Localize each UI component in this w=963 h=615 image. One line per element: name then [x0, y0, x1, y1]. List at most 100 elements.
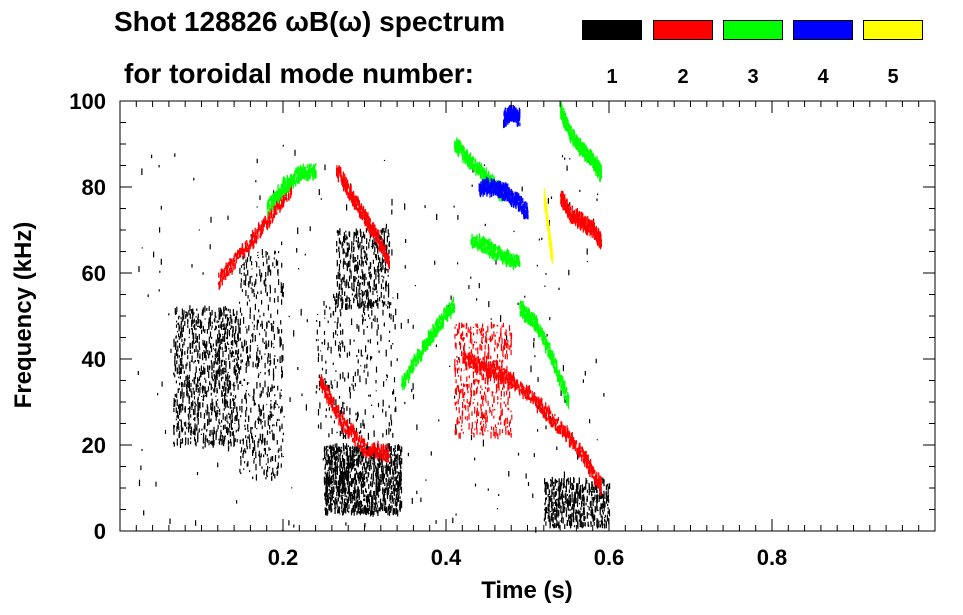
spectral-point: [189, 407, 191, 410]
spectral-point: [387, 487, 390, 494]
spectral-point: [387, 479, 389, 487]
spectral-point: [349, 255, 351, 260]
spectral-point: [450, 295, 452, 300]
spectral-point: [503, 338, 506, 346]
spectral-point: [333, 397, 335, 405]
spectral-point: [351, 250, 353, 253]
spectral-point: [378, 494, 380, 498]
spectral-point: [327, 320, 329, 324]
spectral-point: [364, 443, 366, 446]
spectral-point: [363, 215, 365, 217]
spectral-point: [263, 454, 265, 458]
spectral-point: [362, 301, 364, 306]
spectral-point: [271, 384, 273, 392]
spectral-point: [345, 230, 347, 233]
spectral-point: [563, 471, 565, 479]
spectral-point: [275, 198, 278, 208]
spectral-point: [456, 360, 458, 362]
spectral-point: [343, 267, 345, 269]
spectral-point: [226, 401, 229, 407]
spectral-point: [245, 390, 247, 392]
spectral-point: [309, 226, 311, 232]
spectral-point: [330, 313, 332, 318]
spectral-point: [344, 473, 346, 480]
spectral-point: [389, 330, 391, 333]
spectral-point: [371, 443, 373, 452]
spectral-point: [337, 272, 339, 275]
spectral-point: [258, 438, 260, 444]
spectral-point: [340, 446, 342, 449]
spectral-point: [560, 390, 562, 396]
spectral-point: [271, 406, 273, 409]
spectral-point: [244, 252, 246, 259]
spectral-point: [358, 288, 360, 294]
spectral-point: [260, 224, 262, 228]
spectral-point: [325, 498, 327, 503]
spectral-point: [416, 490, 418, 495]
spectral-point: [185, 437, 187, 444]
spectral-point: [478, 412, 480, 414]
spectral-point: [354, 474, 356, 478]
spectral-point: [385, 281, 387, 286]
spectral-point: [543, 518, 545, 522]
spectral-point: [342, 341, 344, 348]
spectral-point: [563, 495, 565, 498]
spectral-point: [348, 510, 350, 513]
spectral-point: [346, 204, 348, 211]
spectral-point: [341, 449, 343, 453]
spectral-point: [504, 354, 506, 360]
spectral-point: [347, 458, 349, 462]
spectral-point: [347, 262, 349, 265]
spectral-point: [458, 324, 460, 330]
spectral-point: [472, 326, 475, 328]
spectral-point: [267, 415, 270, 418]
spectral-point: [561, 497, 563, 505]
spectral-point: [214, 375, 216, 380]
spectral-point: [385, 478, 387, 483]
spectral-point: [352, 461, 354, 464]
spectral-point: [234, 253, 236, 257]
spectral-point: [238, 330, 240, 333]
spectral-point: [372, 462, 374, 465]
spectral-point: [183, 370, 185, 374]
series-1-region-5: [315, 292, 399, 440]
spectral-point: [346, 186, 348, 195]
spectral-point: [246, 361, 248, 368]
spectral-point: [240, 415, 242, 418]
spectral-point: [360, 231, 362, 237]
spectral-point: [470, 326, 472, 331]
spectral-point: [215, 325, 217, 330]
spectral-point: [336, 299, 338, 305]
spectral-point: [337, 491, 340, 497]
spectral-point: [484, 415, 486, 419]
spectral-point: [317, 339, 319, 341]
spectral-point: [358, 445, 360, 448]
spectral-point: [591, 496, 593, 500]
spectral-point: [281, 299, 283, 305]
spectral-point: [335, 486, 337, 489]
spectral-point: [376, 229, 379, 236]
spectral-point: [484, 340, 486, 342]
spectral-point: [259, 382, 261, 388]
spectral-point: [574, 497, 576, 504]
spectral-point: [477, 347, 479, 351]
spectral-point: [484, 223, 486, 227]
spectral-point: [379, 257, 381, 263]
spectral-point: [217, 337, 219, 343]
spectral-point: [588, 513, 590, 516]
spectral-point: [580, 513, 582, 518]
spectral-point: [258, 309, 260, 313]
spectral-point: [594, 494, 596, 500]
spectral-point: [220, 377, 223, 382]
spectral-point: [577, 483, 579, 487]
spectral-point: [387, 508, 389, 511]
spectral-point: [373, 481, 375, 485]
spectral-point: [226, 420, 228, 423]
spectral-point: [564, 502, 566, 504]
spectral-point: [343, 251, 345, 254]
spectral-point: [336, 472, 338, 474]
spectral-point: [349, 286, 351, 288]
spectral-point: [223, 310, 225, 317]
spectral-point: [349, 190, 351, 198]
spectral-point: [455, 379, 457, 384]
